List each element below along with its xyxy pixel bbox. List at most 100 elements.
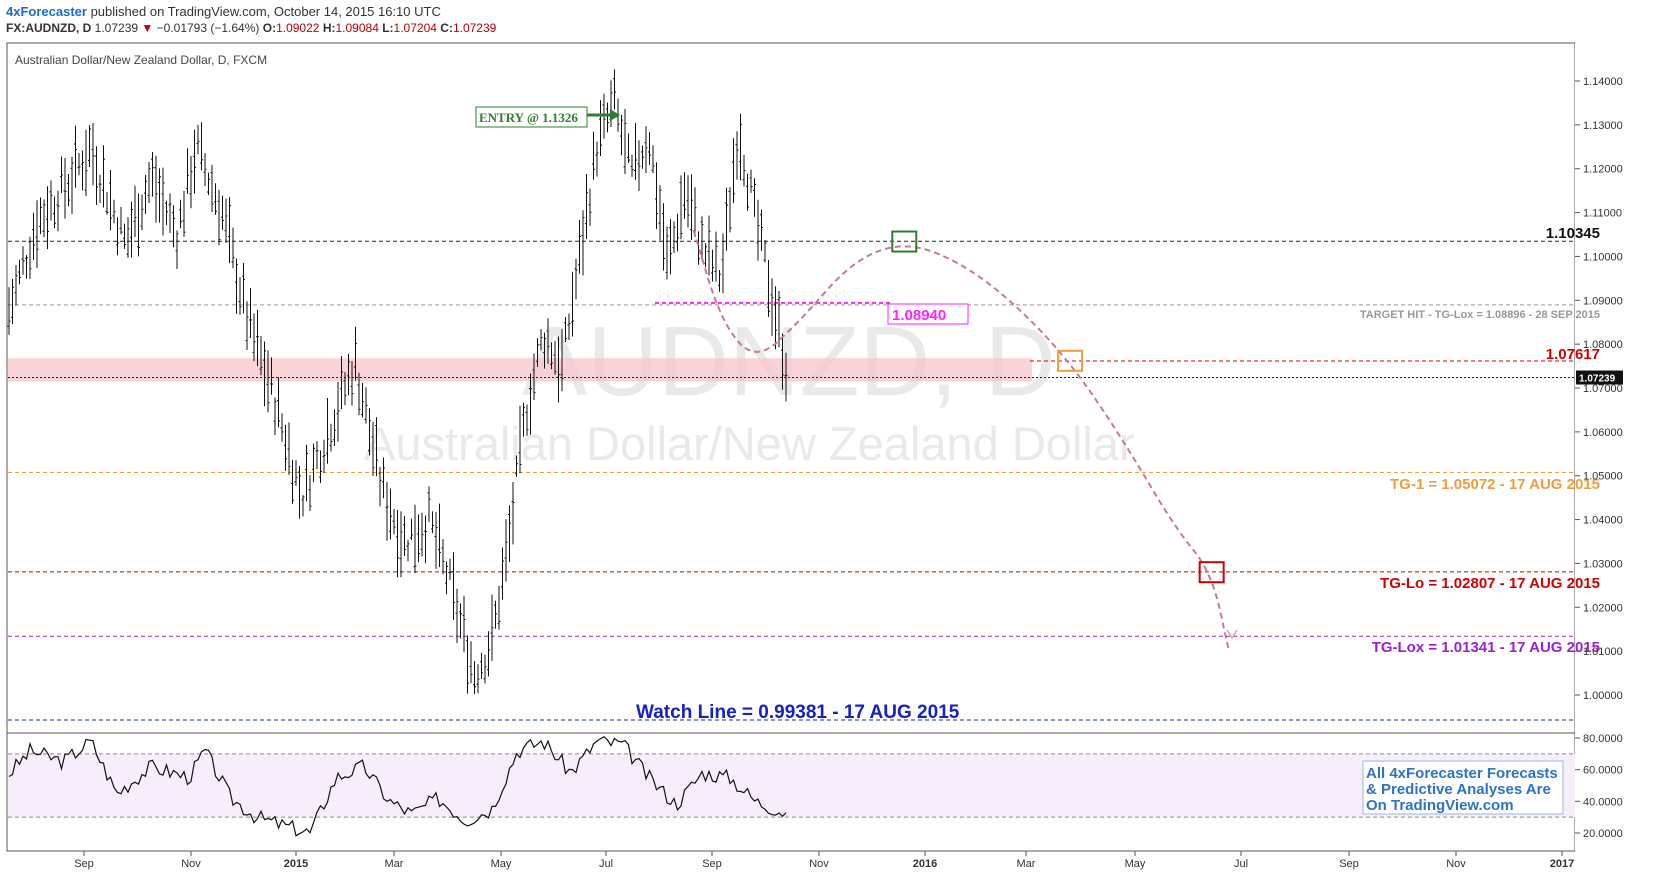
forecast-path <box>692 229 1230 652</box>
magenta-label-box <box>887 303 969 325</box>
price-bar <box>539 329 543 351</box>
open-label: O: <box>262 21 277 35</box>
price-bar <box>123 223 126 249</box>
price-bar <box>39 197 42 235</box>
price-tick-label: 1.06000 <box>1583 427 1623 439</box>
price-axis[interactable] <box>1575 43 1664 851</box>
indicator-axis-ticks: 80.0000 60.0000 40.0000 20.0000 <box>1575 733 1623 840</box>
price-bar <box>529 373 532 435</box>
promo-line-1: All 4xForecaster Forecasts <box>1366 765 1558 782</box>
target-box-red[interactable] <box>1198 561 1225 584</box>
price-bar <box>441 539 445 575</box>
time-tick-label: Nov <box>181 858 201 870</box>
price-bar <box>235 258 238 314</box>
price-bar <box>179 199 182 229</box>
price-bar <box>42 199 46 237</box>
level-label-top: 1.10345 <box>1546 225 1600 242</box>
price-bar <box>742 154 746 187</box>
price-bar <box>651 145 655 174</box>
price-bar <box>371 421 375 477</box>
price-bar <box>161 167 165 236</box>
price-bar <box>389 488 392 540</box>
price-bar <box>781 333 784 390</box>
price-tick-label: 1.09000 <box>1583 295 1623 307</box>
publisher-link[interactable]: 4xForecaster <box>6 4 87 19</box>
target-box-green[interactable] <box>891 230 918 253</box>
price-bar <box>91 122 95 186</box>
change-value: −0.01793 (−1.64%) <box>156 21 260 35</box>
price-bar <box>305 444 308 502</box>
price-bar <box>686 175 690 228</box>
price-bar <box>207 172 210 196</box>
time-tick-label: Mar <box>385 858 404 870</box>
promo-box[interactable] <box>1362 760 1564 815</box>
price-bar <box>574 258 578 300</box>
price-bar <box>557 336 560 403</box>
time-tick-label: Jul <box>1234 858 1248 870</box>
price-tick-label: 1.02000 <box>1583 602 1623 614</box>
level-label-red: 1.07617 <box>1546 346 1600 363</box>
price-bar <box>455 588 459 644</box>
price-bar <box>291 459 294 505</box>
price-bar <box>777 291 781 348</box>
price-bar <box>525 404 529 436</box>
price-bar <box>700 216 704 261</box>
price-bar <box>354 326 357 381</box>
price-bar <box>357 372 361 416</box>
price-bar <box>322 439 326 473</box>
time-tick-label: Sep <box>74 858 94 870</box>
time-tick-label: May <box>1125 858 1146 870</box>
price-bar <box>515 455 518 477</box>
price-bar <box>252 313 256 362</box>
price-bar <box>158 168 161 223</box>
time-tick-label: 2015 <box>284 858 308 870</box>
price-bar <box>756 199 760 261</box>
price-bar <box>203 153 207 187</box>
price-bar <box>553 340 557 375</box>
price-bar <box>294 460 298 486</box>
price-bar <box>473 661 476 695</box>
price-bar <box>466 635 469 694</box>
price-bar <box>501 547 504 600</box>
price-bar <box>7 287 11 335</box>
price-bar <box>301 495 305 517</box>
price-bar <box>109 170 112 231</box>
price-bar <box>368 408 371 456</box>
price-bar <box>81 150 84 191</box>
price-bar <box>658 185 662 241</box>
price-bar <box>364 387 368 424</box>
price-bar <box>564 317 567 342</box>
price-tick-label: 1.00000 <box>1583 690 1623 702</box>
price-bar <box>637 140 641 191</box>
price-bar <box>546 318 550 364</box>
time-tick-label: Nov <box>1446 858 1466 870</box>
price-bar <box>711 249 714 282</box>
price-bar <box>669 219 672 275</box>
open-value: 1.09022 <box>276 21 320 35</box>
price-bar <box>494 600 497 629</box>
rsi-band <box>8 753 1575 818</box>
price-bar <box>273 397 277 436</box>
price-bar <box>725 187 728 251</box>
price-bar <box>200 122 203 171</box>
price-bar <box>193 129 196 194</box>
price-bar <box>214 183 217 215</box>
price-bar <box>375 417 378 477</box>
price-bar <box>119 206 123 235</box>
price-bar <box>133 185 137 238</box>
price-bar <box>112 199 116 224</box>
price-tick-label: 1.05000 <box>1583 471 1623 483</box>
price-bar <box>333 409 336 446</box>
price-bar <box>578 219 581 274</box>
price-bar <box>249 288 252 339</box>
last-price-tag-text: 1.07239 <box>1579 374 1616 385</box>
price-bar <box>665 226 669 280</box>
price-bar <box>130 201 133 258</box>
target-box-orange[interactable] <box>1057 349 1084 372</box>
price-bar <box>46 186 49 250</box>
price-bar <box>707 215 711 276</box>
price-bar <box>469 641 473 684</box>
symbol-label[interactable]: FX:AUDNZD, D <box>6 21 92 35</box>
price-bar <box>53 196 56 229</box>
